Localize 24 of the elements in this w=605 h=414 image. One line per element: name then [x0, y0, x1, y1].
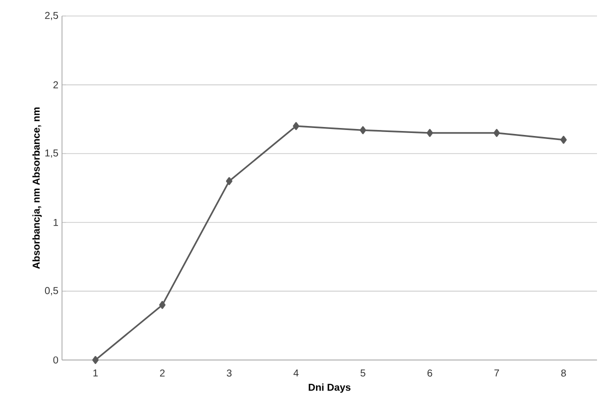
x-tick-label: 2 — [160, 370, 165, 376]
y-tick-label: 0 — [53, 356, 58, 364]
x-tick-label: 8 — [561, 370, 566, 377]
point — [226, 177, 232, 186]
y-axis-title: Absorbancja, nm Absorbance, nm — [32, 107, 42, 269]
point — [560, 136, 567, 144]
x-axis-title: Dni Days — [308, 383, 350, 393]
y-tick-label: 2,5 — [45, 12, 58, 20]
x-tick-label: 6 — [428, 370, 432, 377]
point — [426, 128, 434, 137]
y-tick-label: 1,5 — [45, 150, 58, 158]
x-tick-label: 3 — [226, 370, 232, 377]
x-tick-label: 4 — [294, 370, 299, 376]
point — [292, 122, 300, 130]
point — [159, 300, 166, 309]
y-tick-label: 1 — [54, 218, 58, 226]
point — [92, 356, 99, 364]
y-tick-label: 2 — [53, 81, 58, 88]
y-tick-label: 0,5 — [44, 287, 58, 296]
point — [493, 128, 500, 137]
point — [360, 126, 366, 134]
x-tick-label: 7 — [494, 370, 499, 376]
x-tick-label: 1 — [93, 370, 98, 376]
x-tick-label: 5 — [360, 370, 366, 376]
